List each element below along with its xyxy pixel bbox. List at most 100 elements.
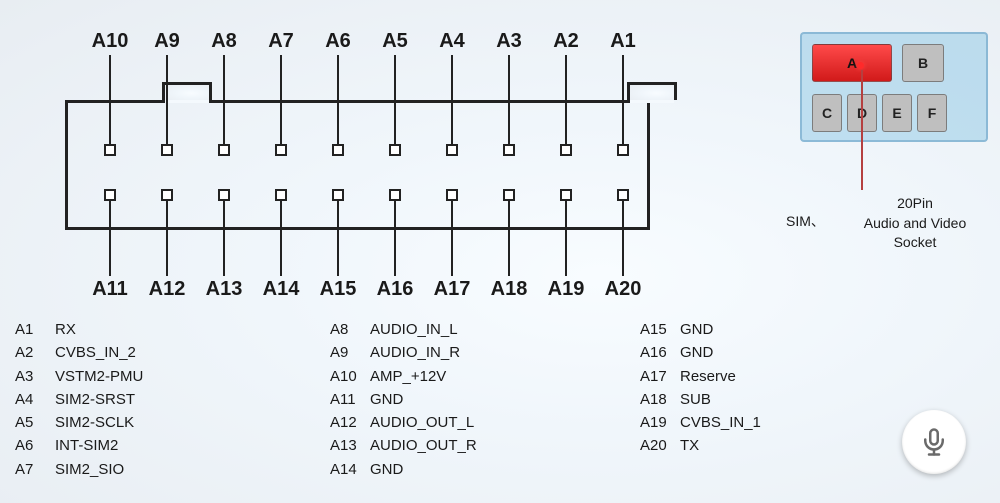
pin-box xyxy=(560,144,572,156)
legend-pin: A18 xyxy=(640,388,680,411)
legend-row: A13AUDIO_OUT_R xyxy=(330,434,477,457)
pin-lead xyxy=(508,55,510,150)
pin-box xyxy=(332,144,344,156)
legend-name: SIM2-SRST xyxy=(55,391,135,408)
legend-name: CVBS_IN_2 xyxy=(55,344,136,361)
connector-notch-cover xyxy=(165,100,209,103)
pin-box xyxy=(104,189,116,201)
connector-notch-cover xyxy=(630,100,674,103)
socket-box-f: F xyxy=(917,94,947,132)
socket-box-c: C xyxy=(812,94,842,132)
legend-pin: A10 xyxy=(330,365,370,388)
connector-body xyxy=(65,100,650,230)
pin-label: A11 xyxy=(92,278,128,301)
legend-name: SIM2-SCLK xyxy=(55,414,134,431)
socket-box-b: B xyxy=(902,44,944,82)
pin-lead xyxy=(451,55,453,150)
pin-box xyxy=(560,189,572,201)
pin-lead xyxy=(337,55,339,150)
pin-label: A8 xyxy=(211,30,237,53)
pin-box xyxy=(503,189,515,201)
pin-lead xyxy=(394,55,396,150)
socket-caption: 20PinAudio and VideoSocket xyxy=(835,194,995,253)
mic-button[interactable] xyxy=(902,410,966,474)
legend-name: AMP_+12V xyxy=(370,368,446,385)
pin-box xyxy=(161,144,173,156)
pin-label: A2 xyxy=(553,30,579,53)
legend-row: A17Reserve xyxy=(640,365,761,388)
pin-label: A3 xyxy=(496,30,522,53)
pin-box xyxy=(275,189,287,201)
pin-label: A17 xyxy=(434,278,471,301)
pin-lead xyxy=(280,195,282,276)
pin-box xyxy=(446,189,458,201)
pin-label: A16 xyxy=(377,278,414,301)
pin-lead xyxy=(622,55,624,150)
socket-box-e: E xyxy=(882,94,912,132)
legend-pin: A2 xyxy=(15,341,55,364)
pin-label: A9 xyxy=(154,30,180,53)
pin-lead xyxy=(565,55,567,150)
pin-lead xyxy=(223,55,225,150)
legend-row: A15GND xyxy=(640,318,761,341)
legend-name: CVBS_IN_1 xyxy=(680,414,761,431)
legend-row: A10AMP_+12V xyxy=(330,365,477,388)
legend-pin: A5 xyxy=(15,411,55,434)
legend-name: RX xyxy=(55,321,76,338)
pin-lead xyxy=(280,55,282,150)
legend-pin: A13 xyxy=(330,434,370,457)
pin-lead xyxy=(622,195,624,276)
pin-box xyxy=(389,189,401,201)
legend-name: AUDIO_OUT_L xyxy=(370,414,474,431)
legend-pin: A19 xyxy=(640,411,680,434)
pin-box xyxy=(446,144,458,156)
pin-lead xyxy=(337,195,339,276)
legend-name: INT-SIM2 xyxy=(55,437,118,454)
pin-box xyxy=(218,144,230,156)
pin-box xyxy=(503,144,515,156)
legend-pin: A4 xyxy=(15,388,55,411)
pin-label: A10 xyxy=(92,30,129,53)
legend-pin: A1 xyxy=(15,318,55,341)
socket-caption-line3: Socket xyxy=(835,233,995,253)
legend-row: A5SIM2-SCLK xyxy=(15,411,143,434)
pinout-diagram: A10A9A8A7A6A5A4A3A2A1A11A12A13A14A15A16A… xyxy=(0,0,1000,503)
socket-indicator-dot xyxy=(857,62,864,69)
socket-caption-line2: Audio and Video xyxy=(835,214,995,234)
legend-pin: A16 xyxy=(640,341,680,364)
socket-leader-line xyxy=(861,70,863,190)
legend-column: A8AUDIO_IN_LA9AUDIO_IN_RA10AMP_+12VA11GN… xyxy=(330,318,477,481)
legend-name: AUDIO_IN_L xyxy=(370,321,458,338)
pin-label: A15 xyxy=(320,278,357,301)
legend-row: A19CVBS_IN_1 xyxy=(640,411,761,434)
legend-pin: A7 xyxy=(15,458,55,481)
legend-name: GND xyxy=(680,321,713,338)
pin-box xyxy=(617,189,629,201)
legend-pin: A14 xyxy=(330,458,370,481)
legend-name: TX xyxy=(680,437,699,454)
pin-lead xyxy=(109,55,111,150)
pin-lead xyxy=(109,195,111,276)
pin-lead xyxy=(508,195,510,276)
pin-box xyxy=(332,189,344,201)
legend-name: VSTM2-PMU xyxy=(55,368,143,385)
pin-label: A1 xyxy=(610,30,636,53)
pin-label: A18 xyxy=(491,278,528,301)
pin-label: A20 xyxy=(605,278,642,301)
legend-row: A4SIM2-SRST xyxy=(15,388,143,411)
pin-label: A12 xyxy=(149,278,186,301)
socket-caption-line1: 20Pin xyxy=(835,194,995,214)
pin-label: A7 xyxy=(268,30,294,53)
legend-pin: A8 xyxy=(330,318,370,341)
pin-box xyxy=(389,144,401,156)
legend-pin: A20 xyxy=(640,434,680,457)
pin-label: A13 xyxy=(206,278,243,301)
pin-box xyxy=(275,144,287,156)
pin-label: A6 xyxy=(325,30,351,53)
legend-pin: A11 xyxy=(330,388,370,411)
legend-name: Reserve xyxy=(680,368,736,385)
pin-lead xyxy=(451,195,453,276)
pin-label: A4 xyxy=(439,30,465,53)
pin-label: A19 xyxy=(548,278,585,301)
legend-row: A7SIM2_SIO xyxy=(15,458,143,481)
